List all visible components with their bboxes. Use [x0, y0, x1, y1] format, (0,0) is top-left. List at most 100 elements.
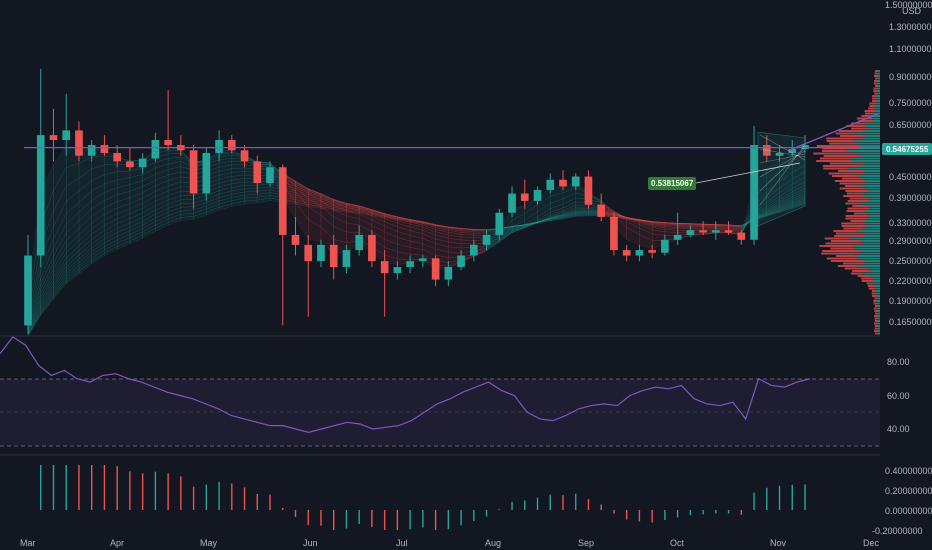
ribbon-band	[626, 217, 640, 221]
ribbon-band	[104, 235, 118, 247]
ribbon-band	[155, 199, 169, 211]
ribbon-band	[639, 219, 653, 222]
ribbon-band	[308, 198, 322, 203]
ribbon-band	[295, 194, 309, 201]
ribbon-band	[537, 208, 551, 221]
candle-body	[87, 145, 96, 156]
ribbon-band	[142, 205, 156, 218]
ribbon-band	[422, 243, 436, 256]
volume-profile-bar	[845, 202, 860, 205]
price-tick: 0.25000000	[889, 256, 932, 266]
rsi-axis[interactable]: 80.00 60.00 40.00	[887, 357, 910, 434]
price-tick: 0.19000000	[889, 296, 932, 306]
ribbon-band	[384, 213, 398, 218]
candle-body	[342, 250, 351, 268]
ribbon-band	[320, 200, 334, 206]
ribbon-band	[779, 202, 793, 210]
ribbon-band	[550, 214, 564, 219]
ribbon-band	[448, 237, 462, 244]
price-axis[interactable]: 1.50000000 USD 1.30000000 1.10000000 0.9…	[882, 0, 932, 327]
ribbon-band	[766, 210, 780, 217]
volume-profile-bar	[842, 177, 863, 180]
volume-profile-bar	[859, 185, 880, 187]
ribbon-band	[104, 179, 118, 193]
volume-profile-bar	[822, 147, 858, 150]
ribbon-band	[779, 198, 793, 207]
ribbon-band	[537, 219, 551, 224]
ribbon-band	[422, 249, 436, 262]
ribbon-band	[639, 222, 653, 231]
ribbon-band	[397, 216, 411, 221]
candle-body	[380, 261, 389, 274]
candle-body	[164, 140, 172, 146]
candle-body	[419, 258, 427, 262]
ribbon-band	[511, 224, 525, 227]
ribbon-band	[422, 222, 436, 228]
ribbon-band	[524, 221, 538, 225]
ribbon-band	[435, 225, 449, 230]
ribbon-band	[435, 224, 449, 228]
volume-profile-bar	[823, 155, 863, 157]
volume-profile-bar	[835, 132, 856, 135]
ribbon-band	[295, 183, 309, 192]
histogram-axis[interactable]: 0.40000000 0.20000000 0.00000000 -0.2000…	[872, 466, 932, 536]
volume-profile-bar	[864, 210, 880, 212]
volume-profile-bar	[869, 102, 877, 105]
candle-body	[368, 234, 376, 262]
volume-profile-bar	[853, 140, 880, 142]
ribbon-band	[639, 219, 653, 222]
time-label: Apr	[110, 538, 124, 548]
ribbon-band	[116, 240, 131, 250]
ribbon-band	[193, 205, 207, 214]
volume-profile-bar	[867, 285, 876, 287]
ribbon-band	[511, 226, 525, 234]
volume-profile-bar	[878, 305, 880, 307]
candle-body	[138, 158, 147, 168]
ribbon-band	[91, 183, 105, 201]
volume-profile-bar	[872, 100, 878, 102]
ribbon-band	[626, 218, 640, 229]
time-label: Aug	[485, 538, 501, 548]
ribbon-band	[66, 254, 80, 271]
volume-profile-bar	[873, 300, 877, 302]
ribbon-band	[511, 224, 525, 228]
ribbon-band	[78, 233, 92, 252]
ribbon-band	[397, 216, 411, 220]
volume-profile-bar	[864, 110, 876, 112]
ribbon-band	[626, 221, 640, 235]
volume-profile-bar	[874, 310, 878, 312]
volume-profile-bar	[856, 152, 880, 155]
ribbon-band	[448, 226, 462, 230]
ribbon-band	[257, 195, 271, 201]
ribbon-band	[626, 217, 640, 220]
ribbon-band	[537, 220, 551, 224]
volume-profile-bar	[874, 320, 879, 322]
ribbon-band	[346, 222, 360, 233]
candle-body	[559, 179, 567, 187]
candle-body	[329, 244, 338, 268]
ribbon-band	[613, 210, 627, 222]
ribbon-band	[142, 200, 156, 214]
volume-profile-bar	[876, 80, 880, 82]
ribbon-band	[371, 209, 385, 214]
ribbon-band	[397, 243, 411, 255]
volume-profile-bar	[870, 197, 880, 200]
ribbon-band	[562, 207, 576, 214]
ribbon-band	[524, 221, 538, 225]
ribbon-band	[639, 219, 653, 223]
volume-profile-bar	[841, 225, 869, 227]
ribbon-band	[409, 230, 424, 239]
volume-profile-bar	[863, 130, 880, 132]
ribbon-band	[626, 217, 640, 222]
ribbon-band	[358, 205, 373, 211]
candle-body	[278, 167, 287, 235]
ribbon-band	[257, 197, 271, 204]
ribbon-band	[550, 210, 564, 217]
time-axis[interactable]: Mar Apr May Jun Jul Aug Sep Oct Nov Dec	[20, 538, 880, 548]
volume-profile-bar	[874, 327, 878, 330]
ribbon-band	[116, 190, 131, 203]
ribbon-band	[626, 217, 640, 225]
volume-profile-bar	[874, 70, 878, 72]
marker-price-tag[interactable]	[648, 177, 696, 190]
